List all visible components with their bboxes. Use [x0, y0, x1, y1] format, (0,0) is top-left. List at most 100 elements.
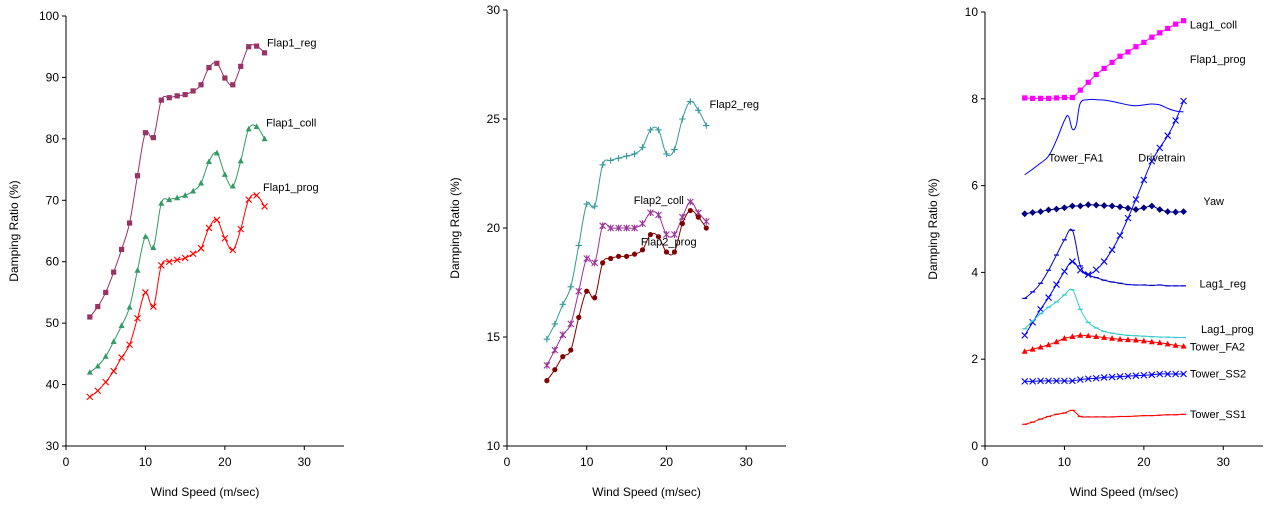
point-yaw [1037, 208, 1044, 216]
point-flap1-coll [190, 187, 197, 194]
point-tower-ss2 [1108, 373, 1116, 381]
point-flap2-coll [559, 331, 567, 339]
point-yaw [1172, 208, 1180, 216]
series-line-tower-fa1 [1024, 98, 1184, 176]
x-tick-label: 10 [139, 455, 153, 469]
point-tower-ss2 [1029, 377, 1037, 385]
point-flap2-prog [703, 225, 709, 231]
point-flap2-reg [583, 200, 590, 208]
point-yaw [1108, 202, 1116, 210]
point-drivetrain [1045, 294, 1052, 301]
annotation-drivetrain: Drivetrain [1138, 153, 1185, 165]
point-flap1-reg [230, 82, 236, 88]
point-tower-fa2 [1124, 336, 1131, 343]
point-tower-fa2 [1077, 332, 1084, 338]
point-flap1-coll [134, 267, 141, 273]
point-tower-fa2 [1132, 336, 1139, 343]
y-tick-label: 60 [46, 255, 60, 269]
y-tick-label: 25 [487, 112, 501, 126]
point-flap1-reg [150, 135, 156, 141]
point-flap1-coll [102, 353, 109, 359]
point-yaw [1124, 204, 1132, 212]
point-tower-ss2 [1156, 370, 1164, 378]
point-flap2-coll [583, 255, 591, 262]
annotation-tower-fa1: Tower_FA1 [1049, 153, 1104, 165]
point-lag1-coll [1141, 39, 1147, 45]
point-flap1-prog [197, 244, 205, 252]
point-flap2-coll [686, 198, 694, 206]
point-tower-fa2 [1148, 338, 1155, 345]
point-tower-ss2 [1037, 377, 1044, 385]
series-line-lag1-reg [1024, 228, 1184, 299]
point-flap2-coll [567, 320, 575, 328]
annotation-flap2-coll: Flap2_coll [634, 195, 684, 207]
annotation-flap2-reg: Flap2_reg [709, 99, 759, 111]
annotation-flap1-prog: Flap1_prog [1190, 54, 1246, 66]
series-tower-fa1 [1024, 98, 1184, 176]
series-flap1-coll [86, 123, 268, 375]
point-flap1-coll [229, 182, 236, 189]
point-flap1-prog [142, 289, 149, 296]
chart-1: 30 40 50 60 70 80 90 100 0 10 20 30 Wind Speed (m/se… [7, 9, 344, 499]
point-flap1-prog [173, 256, 181, 264]
point-flap1-coll [237, 157, 244, 164]
annotation-lag1-coll: Lag1_coll [1190, 19, 1237, 31]
point-flap1-coll [86, 369, 93, 375]
point-drivetrain [1061, 268, 1068, 275]
point-yaw [1029, 209, 1037, 216]
point-tower-fa2 [1109, 335, 1116, 341]
point-tower-ss2 [1100, 374, 1108, 381]
point-lag1-coll [1173, 21, 1179, 27]
y-tick-label: 90 [46, 70, 60, 84]
point-lag1-coll [1045, 95, 1052, 101]
point-flap2-reg [695, 107, 702, 114]
point-lag1-coll [1061, 94, 1068, 101]
point-flap1-prog [229, 246, 237, 254]
point-flap1-coll [174, 194, 181, 201]
x-tick-label: 30 [739, 455, 753, 469]
point-tower-ss2 [1092, 374, 1100, 382]
point-lag1-coll [1085, 79, 1091, 85]
point-flap1-coll [245, 125, 252, 132]
point-flap1-reg [238, 63, 244, 69]
point-tower-fa2 [1164, 340, 1171, 347]
series-lag1-reg [1022, 228, 1187, 300]
point-drivetrain [1140, 176, 1148, 184]
point-drivetrain [1108, 246, 1116, 254]
x-tick-label: 0 [63, 455, 70, 469]
point-tower-ss2 [1116, 373, 1124, 380]
point-flap1-reg [103, 289, 109, 296]
point-drivetrain [1076, 266, 1084, 274]
point-flap1-prog [245, 196, 253, 204]
point-flap1-prog [134, 314, 141, 322]
point-tower-ss2 [1068, 377, 1076, 385]
point-flap2-prog [663, 249, 670, 255]
point-flap1-prog [126, 341, 133, 349]
point-flap1-prog [102, 378, 110, 386]
point-lag1-coll [1053, 95, 1060, 101]
point-flap2-coll [623, 224, 630, 232]
point-flap2-coll [663, 231, 670, 238]
point-flap1-reg [158, 97, 164, 103]
point-flap1-reg [246, 44, 252, 50]
series-line-flap1-coll [89, 124, 265, 373]
point-lag1-coll [1101, 65, 1107, 72]
point-tower-ss2 [1140, 371, 1148, 379]
point-flap1-coll [94, 362, 101, 369]
annotation-tower-ss1: Tower_SS1 [1190, 409, 1246, 421]
series-line-drivetrain [1024, 100, 1185, 336]
point-flap1-coll [126, 303, 133, 310]
series-tower-ss2 [1021, 370, 1187, 385]
point-drivetrain [1029, 318, 1037, 326]
series-flap1-reg [87, 43, 268, 320]
point-flap2-reg [543, 335, 551, 343]
point-tower-ss2 [1084, 375, 1092, 383]
point-flap2-prog [687, 207, 693, 214]
point-tower-fa2 [1117, 336, 1124, 342]
point-flap1-reg [95, 303, 101, 310]
point-flap2-prog [560, 354, 566, 360]
point-flap1-prog [118, 354, 125, 361]
point-flap1-coll [213, 149, 220, 156]
point-flap1-prog [205, 224, 213, 232]
point-tower-ss2 [1132, 372, 1140, 380]
